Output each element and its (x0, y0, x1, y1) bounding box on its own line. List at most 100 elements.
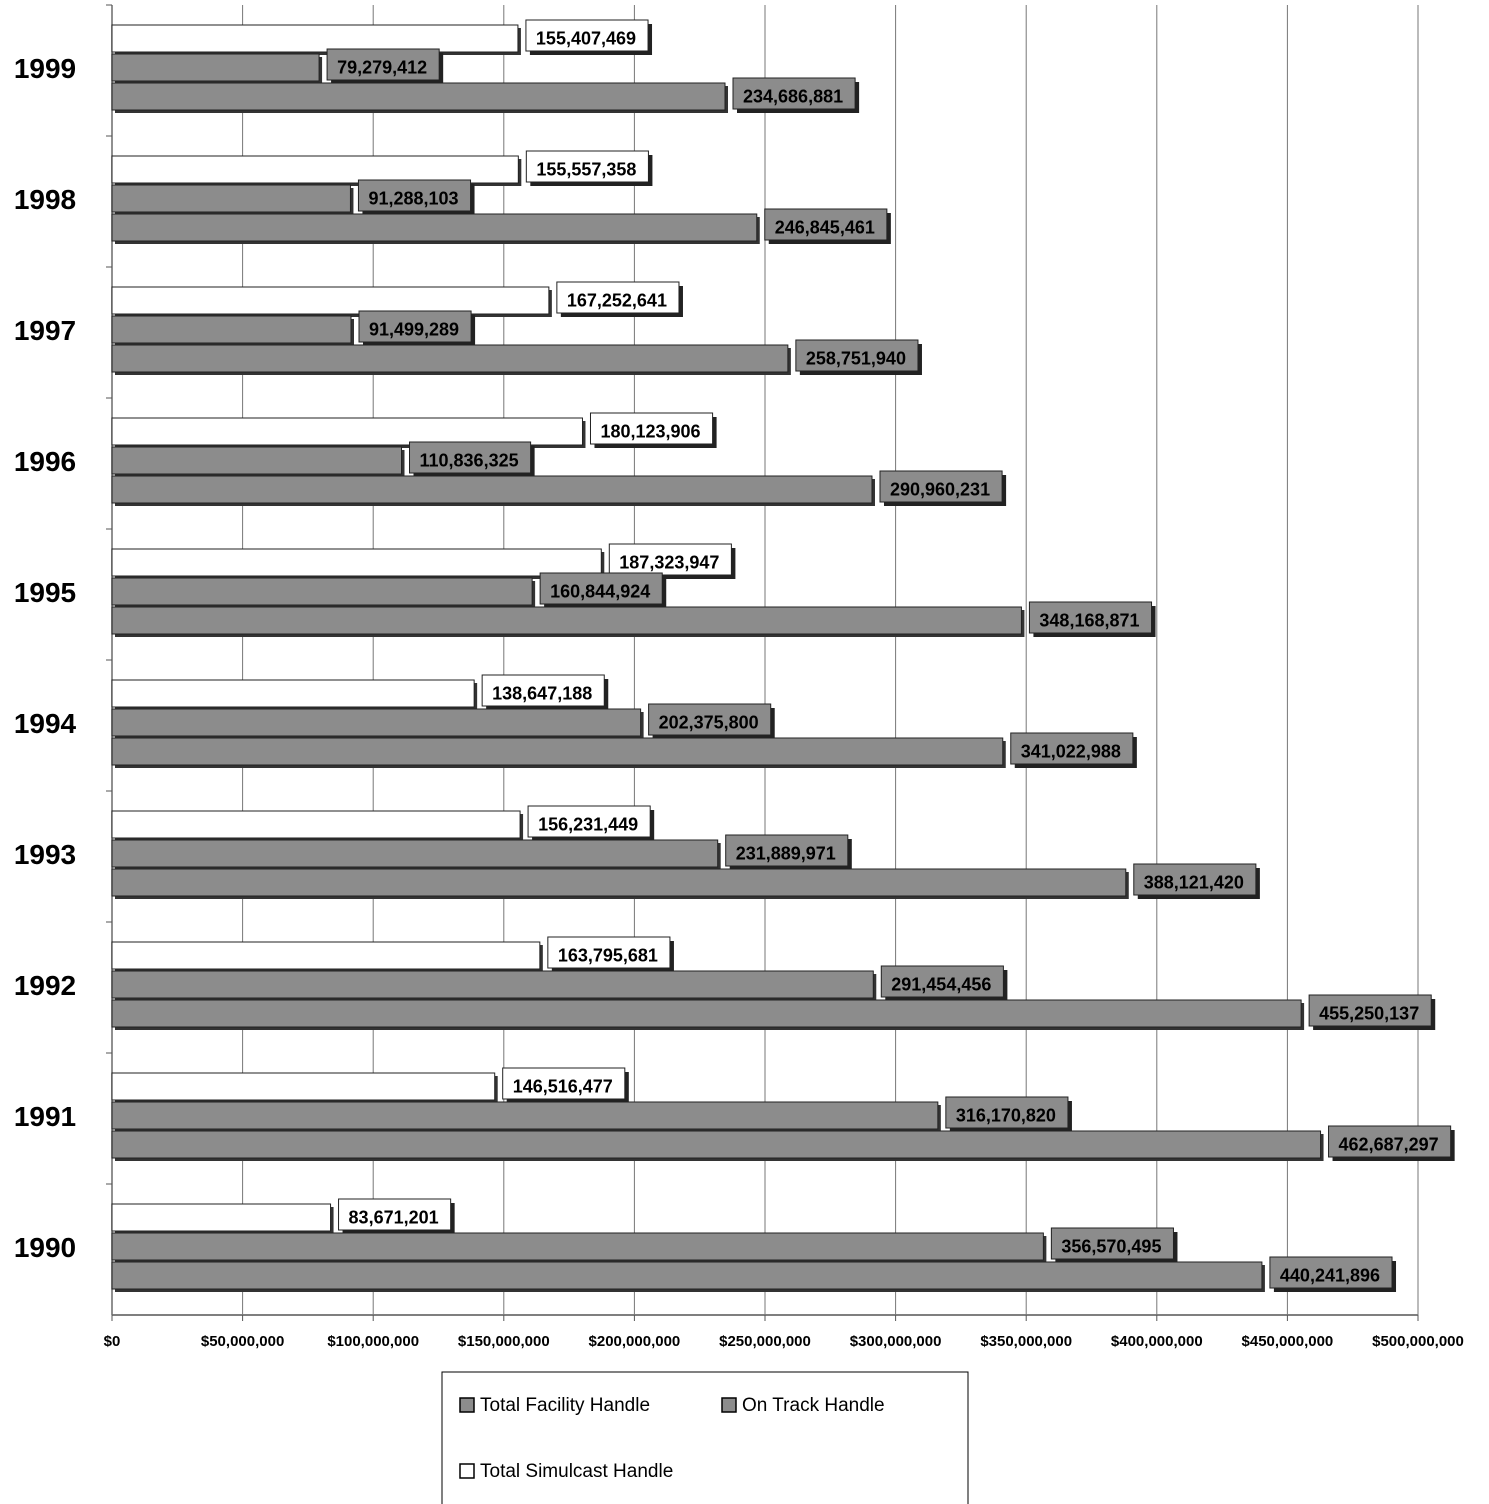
legend-swatch (721, 1397, 737, 1413)
label-box (357, 179, 472, 212)
bar (111, 708, 642, 737)
bar (111, 446, 403, 475)
data-label: 180,123,906 (600, 421, 700, 441)
label-box (358, 310, 472, 343)
bar (111, 213, 758, 242)
legend-swatch (459, 1463, 475, 1479)
legend-label: Total Facility Handle (480, 1395, 650, 1416)
label-box (547, 936, 671, 969)
data-label: 160,844,924 (550, 581, 650, 601)
data-label: 258,751,940 (806, 348, 906, 368)
x-tick-label: $300,000,000 (850, 1333, 942, 1350)
label-box (880, 965, 1004, 998)
bar (111, 737, 1004, 766)
data-label: 187,323,947 (619, 552, 719, 572)
data-label: 202,375,800 (659, 712, 759, 732)
label-box (1050, 1227, 1174, 1260)
x-tick-label: $100,000,000 (327, 1333, 419, 1350)
category-label: 1995 (14, 577, 76, 608)
legend-label: On Track Handle (742, 1395, 885, 1416)
label-box (795, 339, 919, 372)
label-box (525, 19, 649, 52)
label-box (648, 703, 772, 736)
label-box (1308, 994, 1432, 1027)
category-label: 1996 (14, 446, 76, 477)
label-box (1010, 732, 1134, 765)
data-label: 91,288,103 (368, 188, 458, 208)
bar (111, 1261, 1263, 1290)
data-label: 163,795,681 (558, 945, 658, 965)
bar (111, 577, 533, 606)
bar (111, 970, 874, 999)
label-box (608, 543, 732, 576)
bar (111, 53, 320, 82)
x-tick-label: $0 (104, 1333, 121, 1350)
legend-label: Total Simulcast Handle (480, 1461, 673, 1482)
bar (111, 1101, 939, 1130)
data-label: 155,407,469 (536, 28, 636, 48)
data-label: 234,686,881 (743, 86, 843, 106)
bar (111, 1072, 496, 1101)
data-label: 155,557,358 (536, 159, 636, 179)
bar (111, 810, 521, 839)
data-label: 291,454,456 (891, 974, 991, 994)
data-label: 83,671,201 (349, 1207, 439, 1227)
x-tick-label: $500,000,000 (1372, 1333, 1464, 1350)
label-box (481, 674, 605, 707)
category-label: 1990 (14, 1232, 76, 1263)
label-box (879, 470, 1003, 503)
bar (111, 941, 541, 970)
bar (111, 606, 1022, 635)
data-label: 231,889,971 (736, 843, 836, 863)
x-tick-label: $150,000,000 (458, 1333, 550, 1350)
data-label: 167,252,641 (567, 290, 667, 310)
legend-box (441, 1371, 969, 1504)
category-label: 1999 (14, 53, 76, 84)
label-box (338, 1198, 452, 1231)
bar (111, 315, 352, 344)
category-label: 1998 (14, 184, 76, 215)
x-tick-label: $250,000,000 (719, 1333, 811, 1350)
label-box (725, 834, 849, 867)
bar (111, 868, 1127, 897)
x-tick-label: $400,000,000 (1111, 1333, 1203, 1350)
x-tick-label: $450,000,000 (1242, 1333, 1334, 1350)
data-label: 455,250,137 (1319, 1003, 1419, 1023)
label-box (764, 208, 888, 241)
bar (111, 155, 519, 184)
bar (111, 344, 789, 373)
label-box (525, 150, 649, 183)
data-label: 316,170,820 (956, 1105, 1056, 1125)
label-box (589, 412, 714, 445)
data-label: 91,499,289 (369, 319, 459, 339)
bar (111, 24, 519, 53)
bar (111, 286, 550, 315)
bar (111, 999, 1302, 1028)
data-label: 138,647,188 (492, 683, 592, 703)
data-label: 462,687,297 (1339, 1134, 1439, 1154)
bar (111, 1130, 1322, 1159)
bar (111, 679, 475, 708)
legend-swatch (459, 1397, 475, 1413)
x-tick-label: $50,000,000 (201, 1333, 284, 1350)
label-box (1269, 1256, 1393, 1289)
data-label: 290,960,231 (890, 479, 990, 499)
bar (111, 1232, 1044, 1261)
label-box (1328, 1125, 1452, 1158)
data-label: 156,231,449 (538, 814, 638, 834)
data-label: 440,241,896 (1280, 1265, 1380, 1285)
label-box (1133, 863, 1257, 896)
category-label: 1992 (14, 970, 76, 1001)
label-box (556, 281, 680, 314)
label-box (732, 77, 856, 110)
data-label: 388,121,420 (1144, 872, 1244, 892)
x-tick-label: $350,000,000 (980, 1333, 1072, 1350)
bar (111, 475, 873, 504)
bar (111, 839, 719, 868)
category-label: 1993 (14, 839, 76, 870)
label-box (539, 572, 663, 605)
label-box (326, 48, 440, 81)
x-tick-label: $200,000,000 (589, 1333, 681, 1350)
label-box (502, 1067, 626, 1100)
